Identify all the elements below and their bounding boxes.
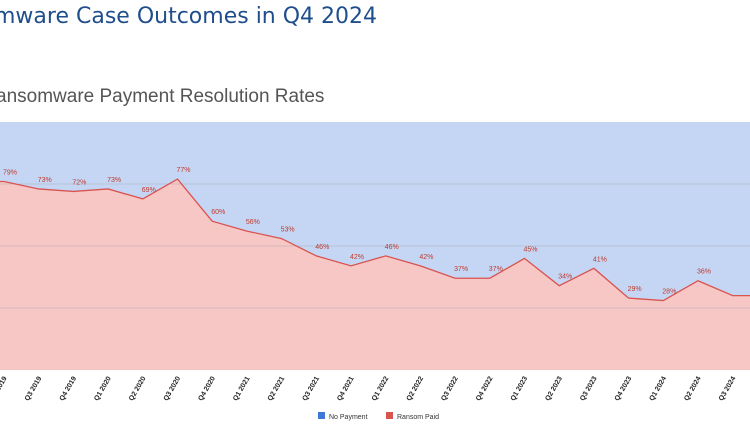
x-tick-label: Q2 2024	[683, 375, 703, 402]
x-tick-label: Q4 2021	[336, 375, 356, 402]
data-label: 34%	[558, 274, 572, 281]
data-label: 37%	[489, 266, 503, 273]
data-label: 37%	[454, 266, 468, 273]
x-tick-label: Q4 2019	[59, 375, 79, 402]
data-labels: 79% 73% 72% 73% 69% 77% 60% 56% 53% 46% 42% 46% 42% 3…	[3, 167, 711, 296]
x-tick-label: Q1 2024	[649, 375, 669, 402]
data-label: 29%	[628, 286, 642, 293]
x-tick-label: Q2 2022	[406, 375, 426, 402]
data-label: 56%	[246, 219, 260, 226]
x-tick-label: Q1 2022	[371, 375, 391, 402]
x-tick-label: Q3 2022	[440, 375, 460, 402]
legend-label: Ransom Paid	[397, 414, 439, 421]
x-tick-label: Q1 2021	[232, 375, 252, 402]
x-tick-label: Q2 2021	[267, 375, 287, 402]
data-label: 53%	[281, 227, 295, 234]
x-tick-label: Q3 2021	[302, 375, 322, 402]
area-ransom-paid	[0, 179, 750, 370]
data-label: 73%	[107, 177, 121, 184]
x-tick-label: Q3 2023	[579, 375, 599, 402]
data-label: 28%	[662, 289, 676, 296]
data-label: 79%	[3, 170, 17, 177]
data-label: 73%	[38, 177, 52, 184]
legend-swatch	[386, 412, 393, 419]
legend: No Payment Ransom Paid	[318, 412, 439, 421]
x-tick-label: Q2 2019	[0, 375, 9, 402]
chart-title: ansomware Payment Resolution Rates	[0, 86, 325, 107]
x-tick-label: Q4 2020	[197, 375, 217, 402]
x-axis-ticks: Q2 2019 Q3 2019 Q4 2019 Q1 2020 Q2 2020 Q3 20…	[0, 375, 737, 402]
x-tick-label: Q3 2024	[718, 375, 738, 402]
data-label: 69%	[142, 187, 156, 194]
legend-label: No Payment	[329, 414, 368, 421]
x-tick-label: Q1 2023	[510, 375, 530, 402]
data-label: 60%	[211, 209, 225, 216]
line-ransom-paid	[0, 178, 750, 302]
x-tick-label: Q2 2020	[128, 375, 148, 402]
data-label: 46%	[315, 244, 329, 251]
data-label: 77%	[176, 167, 190, 174]
x-tick-label: Q3 2020	[163, 375, 183, 402]
x-tick-label: Q1 2020	[93, 375, 113, 402]
x-tick-label: Q4 2022	[475, 375, 495, 402]
legend-swatch	[318, 412, 325, 419]
data-label: 72%	[72, 179, 86, 186]
plot-area	[0, 122, 750, 370]
data-label: 41%	[593, 256, 607, 263]
data-label: 42%	[350, 254, 364, 261]
data-label: 36%	[697, 269, 711, 276]
data-label: 46%	[385, 244, 399, 251]
x-tick-label: Q3 2019	[24, 375, 44, 402]
page-title: mware Case Outcomes in Q4 2024	[0, 4, 378, 29]
data-label: 42%	[419, 254, 433, 261]
x-tick-label: Q4 2023	[614, 375, 634, 402]
data-label: 45%	[523, 246, 537, 253]
x-tick-label: Q2 2023	[544, 375, 564, 402]
